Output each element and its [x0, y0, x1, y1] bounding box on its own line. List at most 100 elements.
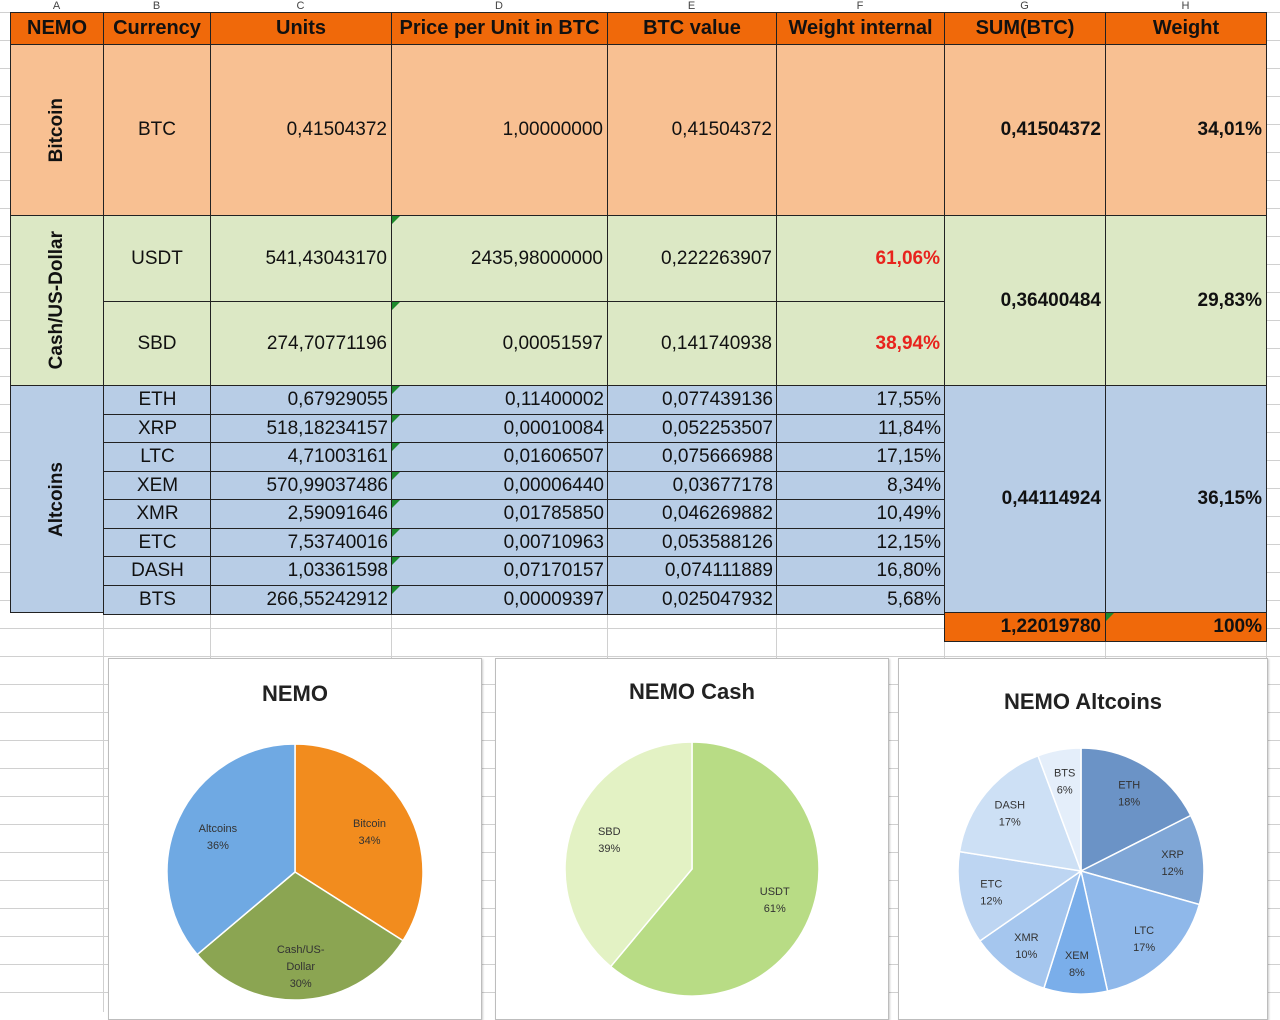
cell-price[interactable]: 0,11400002 [391, 385, 609, 415]
cell-weight-internal[interactable]: 16,80% [776, 556, 946, 586]
cell-weight-internal[interactable]: 5,68% [776, 584, 946, 615]
cell-weight-internal[interactable]: 17,55% [776, 385, 946, 415]
cell-units[interactable]: 266,55242912 [210, 584, 393, 615]
cell-btc-value[interactable]: 0,03677178 [607, 470, 778, 501]
cell-weight-bitcoin[interactable]: 34,01% [1105, 44, 1267, 216]
cell-price[interactable]: 0,00010084 [391, 413, 609, 444]
header-sum-btc[interactable]: SUM(BTC) [944, 12, 1106, 45]
cell-price[interactable]: 0,00009397 [391, 584, 609, 615]
header-btc-value[interactable]: BTC value [607, 12, 777, 45]
cell-currency[interactable]: USDT [103, 215, 211, 302]
cell-weight-internal[interactable]: 61,06% [776, 215, 945, 302]
cell-currency[interactable]: ETH [103, 385, 212, 415]
cell-weight-altcoins[interactable]: 36,15% [1105, 385, 1267, 613]
cell-sum-bitcoin[interactable]: 0,41504372 [944, 44, 1106, 216]
group-label-bitcoin[interactable]: Bitcoin [10, 44, 104, 216]
cell-weight-internal[interactable]: 10,49% [776, 499, 946, 529]
cell-price[interactable]: 0,00710963 [391, 527, 609, 558]
cell-btc-value[interactable]: 0,053588126 [607, 527, 778, 558]
header-units[interactable]: Units [210, 12, 392, 45]
cell-btc-value[interactable]: 0,077439136 [607, 385, 778, 415]
cell-weight-cash[interactable]: 29,83% [1105, 215, 1267, 386]
column-letter-c[interactable]: C [296, 0, 305, 12]
pie-slice-etc[interactable] [957, 850, 1083, 943]
cell-btc-value[interactable]: 0,075666988 [607, 442, 778, 472]
cell-price[interactable]: 0,00006440 [391, 470, 609, 501]
cell-sum-altcoins[interactable]: 0,44114924 [944, 385, 1106, 613]
pie-slice-ltc[interactable] [1079, 869, 1201, 992]
header-price[interactable]: Price per Unit in BTC [391, 12, 608, 45]
chart-nemo[interactable]: NEMO Bitcoin 34% Cash/US-Dollar 30% Altcoins… [108, 658, 482, 1020]
cell-weight-internal[interactable]: 17,15% [776, 442, 946, 472]
cell-units[interactable]: 0,41504372 [210, 44, 392, 216]
cell-btc-value[interactable]: 0,052253507 [607, 413, 778, 444]
cell-price[interactable]: 0,00051597 [391, 301, 608, 386]
column-letter-f[interactable]: F [856, 0, 864, 12]
cell-units[interactable]: 0,67929055 [210, 385, 393, 415]
cell-currency[interactable]: DASH [103, 556, 212, 586]
column-letter-e[interactable]: E [687, 0, 696, 12]
column-letter-h[interactable]: H [1181, 0, 1190, 12]
pie-slice-xrp[interactable] [1078, 814, 1205, 906]
cell-currency[interactable]: BTS [103, 584, 212, 615]
cell-units[interactable]: 541,43043170 [210, 215, 392, 302]
cell-weight-internal[interactable] [776, 44, 945, 216]
cell-weight-internal[interactable]: 8,34% [776, 470, 946, 501]
header-currency[interactable]: Currency [103, 12, 211, 45]
cell-currency[interactable]: LTC [103, 442, 212, 472]
cell-units[interactable]: 1,03361598 [210, 556, 393, 586]
cell-price[interactable]: 0,01606507 [391, 442, 609, 472]
cell-weight-internal[interactable]: 38,94% [776, 301, 945, 386]
header-nemo[interactable]: NEMO [10, 12, 104, 45]
cell-price[interactable]: 0,01785850 [391, 499, 609, 529]
cell-units[interactable]: 7,53740016 [210, 527, 393, 558]
cell-total-sum[interactable]: 1,22019780 [944, 612, 1106, 642]
pie-slice-eth[interactable] [1080, 747, 1192, 873]
cell-units[interactable]: 2,59091646 [210, 499, 393, 529]
chart-nemo-cash[interactable]: NEMO Cash USDT 61% SBD 39% [495, 658, 889, 1020]
group-label-cash[interactable]: Cash/US-Dollar [10, 215, 104, 386]
cell-units[interactable]: 4,71003161 [210, 442, 393, 472]
pie-slice-bts[interactable] [1037, 747, 1082, 872]
cell-currency[interactable]: XMR [103, 499, 212, 529]
cell-btc-value[interactable]: 0,222263907 [607, 215, 777, 302]
cell-btc-value[interactable]: 0,025047932 [607, 584, 778, 615]
chart-title: NEMO Cash [629, 679, 755, 704]
pie-slice-label: SBD 39% [598, 826, 621, 855]
cell-weight-internal[interactable]: 11,84% [776, 413, 946, 444]
cell-btc-value[interactable]: 0,046269882 [607, 499, 778, 529]
pie-slice-usdt[interactable] [609, 741, 820, 997]
header-weight[interactable]: Weight [1105, 12, 1267, 45]
cell-units[interactable]: 274,70771196 [210, 301, 392, 386]
cell-weight-internal[interactable]: 12,15% [776, 527, 946, 558]
cell-price[interactable]: 2435,98000000 [391, 215, 608, 302]
pie-slice-sbd[interactable] [564, 741, 693, 968]
cell-currency[interactable]: XRP [103, 413, 212, 444]
cell-price[interactable]: 0,07170157 [391, 556, 609, 586]
column-letter-a[interactable]: A [52, 0, 61, 12]
group-label-altcoins[interactable]: Altcoins [10, 385, 104, 613]
cell-btc-value[interactable]: 0,41504372 [607, 44, 777, 216]
pie-slice-label: XRP 12% [1161, 849, 1184, 878]
gridline [103, 612, 104, 1012]
cell-currency[interactable]: BTC [103, 44, 211, 216]
cell-sum-cash[interactable]: 0,36400484 [944, 215, 1106, 386]
column-letter-d[interactable]: D [495, 0, 503, 12]
cell-btc-value[interactable]: 0,141740938 [607, 301, 777, 386]
cell-total-weight[interactable]: 100% [1105, 612, 1267, 642]
pie-slice-dash[interactable] [958, 754, 1083, 872]
cell-units[interactable]: 570,99037486 [210, 470, 393, 501]
cell-price[interactable]: 1,00000000 [391, 44, 608, 216]
cell-currency[interactable]: SBD [103, 301, 211, 386]
chart-nemo-altcoins[interactable]: NEMO Altcoins ETH 18% XRP 12% LTC 17% XEM 8% XMR… [898, 658, 1268, 1020]
pie-slice-cash-us-dollar[interactable] [196, 871, 405, 1001]
cell-currency[interactable]: XEM [103, 470, 212, 501]
cell-units[interactable]: 518,18234157 [210, 413, 393, 444]
cell-btc-value[interactable]: 0,074111889 [607, 556, 778, 586]
pie-slice-xmr[interactable] [978, 869, 1083, 990]
column-letter-g[interactable]: G [1020, 0, 1029, 12]
header-weight-internal[interactable]: Weight internal [776, 12, 945, 45]
cell-currency[interactable]: ETC [103, 527, 212, 558]
pie-slice-altcoins[interactable] [166, 743, 296, 956]
column-letter-b[interactable]: B [152, 0, 161, 12]
